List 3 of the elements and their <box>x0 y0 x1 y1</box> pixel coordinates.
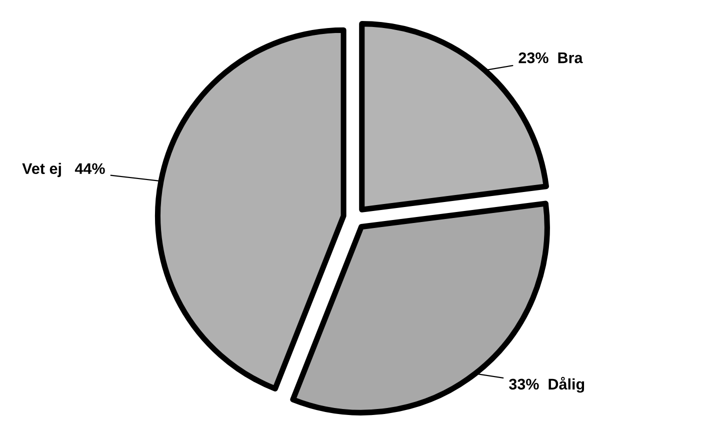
slice-label: Vet ej 44% <box>22 162 105 178</box>
slice-label: 23% Bra <box>518 52 583 64</box>
slice-label: 33% Dålig <box>509 376 584 393</box>
